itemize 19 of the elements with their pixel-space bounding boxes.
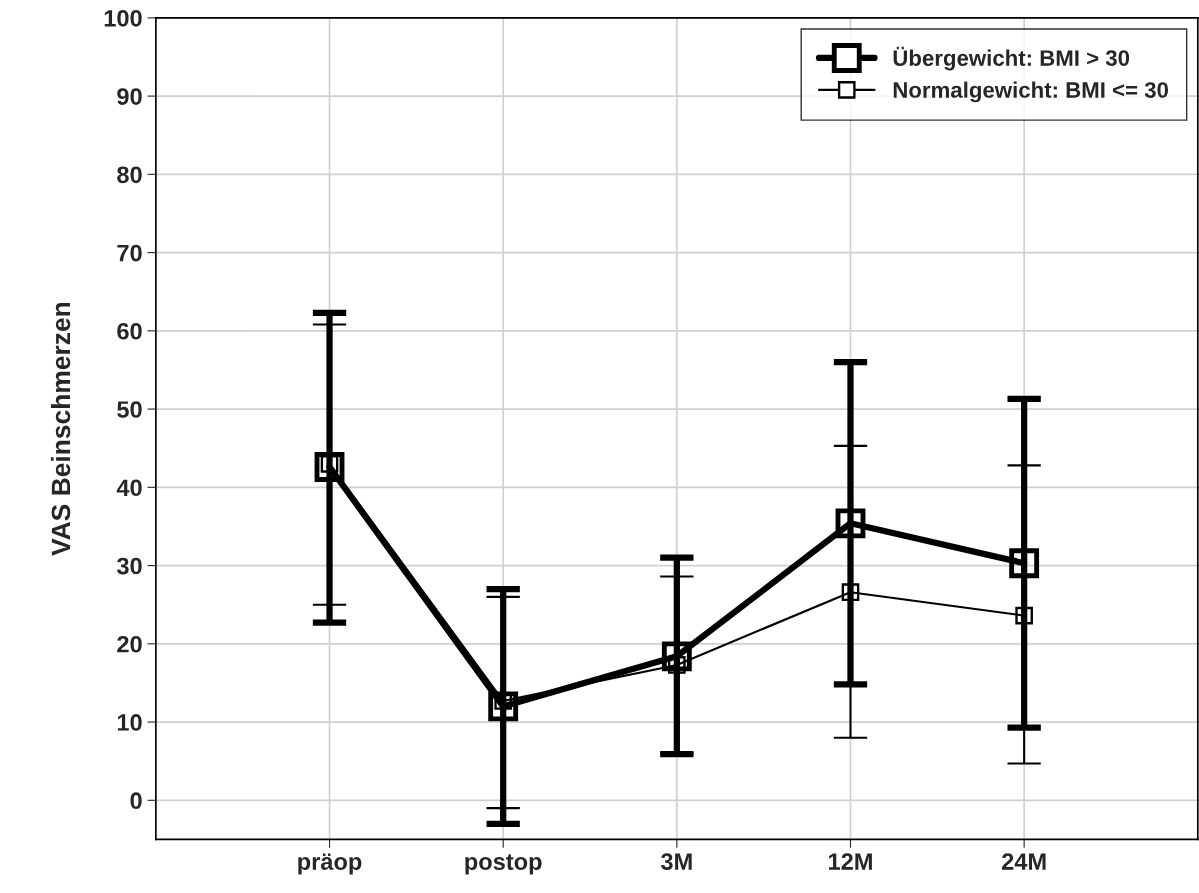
x-tick-label: präop — [298, 853, 362, 875]
y-tick-label: 20 — [117, 635, 142, 653]
y-axis-title: VAS Beinschmerzen — [50, 302, 71, 556]
y-tick-label: 50 — [117, 401, 142, 418]
y-tick-label: 100 — [104, 9, 142, 27]
y-tick-label: 90 — [117, 88, 142, 105]
y-tick-label: 60 — [117, 322, 142, 340]
x-tick-label: 3M — [660, 853, 692, 870]
y-tick-label: 30 — [116, 557, 142, 575]
y-tick-label: 40 — [116, 479, 142, 497]
y-tick-label: 70 — [117, 244, 142, 262]
y-tick-label: 0 — [130, 792, 142, 810]
legend-label: Normalgewicht: BMI <= 30 — [893, 81, 1169, 103]
y-tick-label: 80 — [117, 166, 142, 184]
x-tick-label: 24M — [1002, 853, 1046, 870]
x-tick-label: 12M — [829, 853, 872, 870]
y-tick-label: 10 — [117, 714, 142, 731]
legend-label: Übergewicht: BMI > 30 — [893, 46, 1130, 71]
x-tick-label: postop — [465, 854, 542, 875]
